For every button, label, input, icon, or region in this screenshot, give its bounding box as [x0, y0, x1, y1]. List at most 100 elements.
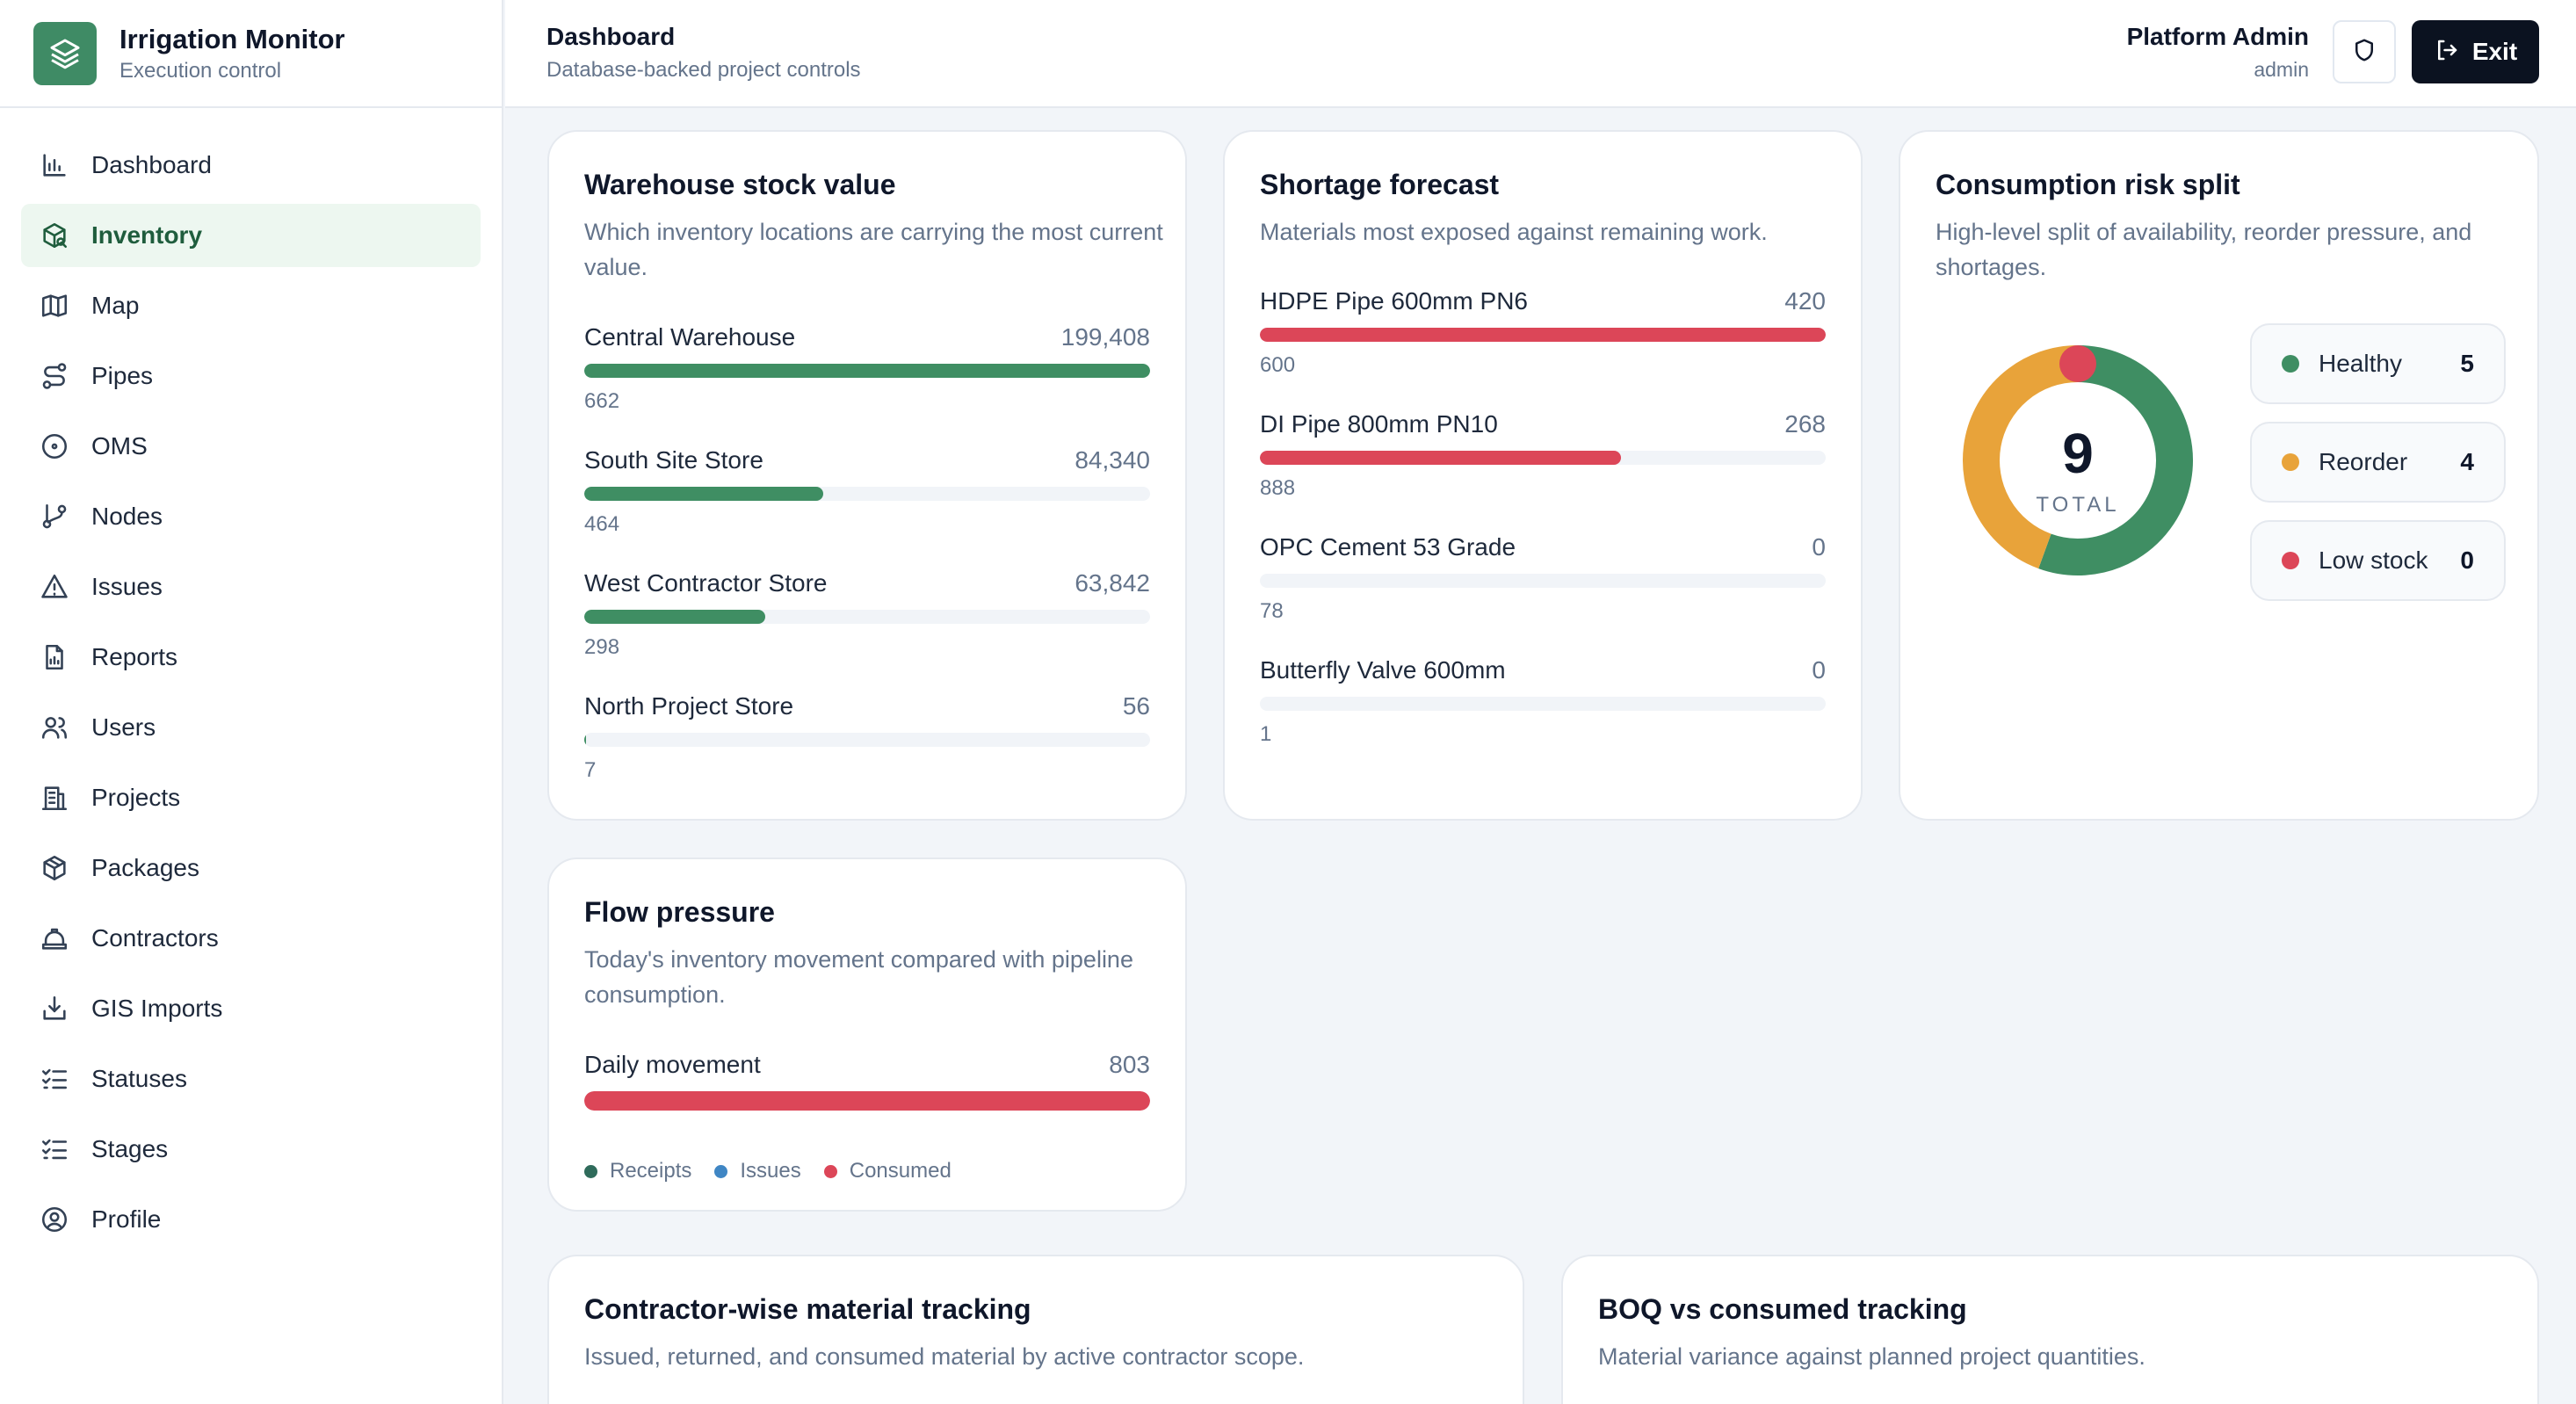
sidebar-item-label: Statuses [91, 1065, 187, 1092]
risk-donut-chart: 9 TOTAL [1963, 345, 2193, 575]
row-value: 199,408 [1060, 323, 1150, 351]
progress-fill [1260, 328, 1826, 342]
sidebar-item-profile[interactable]: Profile [21, 1188, 481, 1251]
card-title: Flow pressure [584, 896, 775, 928]
page-title: Dashboard [546, 23, 676, 50]
user-info: Platform Admin admin [2127, 23, 2309, 82]
legend-dot [2282, 552, 2299, 569]
sidebar-item-label: Inventory [91, 221, 203, 249]
sidebar-item-dashboard[interactable]: Dashboard [21, 134, 481, 197]
sidebar-item-label: Dashboard [91, 151, 212, 178]
progress-fill [1260, 451, 1621, 465]
user-role: admin [2254, 58, 2309, 81]
sidebar-item-contractors[interactable]: Contractors [21, 907, 481, 970]
card-description: Which inventory locations are carrying t… [584, 219, 1163, 280]
sidebar: Irrigation Monitor Execution control Das… [0, 0, 503, 1404]
sidebar-item-inventory[interactable]: Inventory [21, 204, 481, 267]
layers-icon [33, 21, 97, 85]
sidebar-item-projects[interactable]: Projects [21, 766, 481, 829]
sidebar-item-label: Nodes [91, 503, 163, 530]
donut-marker-low-stock [2059, 345, 2096, 382]
sidebar-item-label: OMS [91, 432, 148, 460]
legend-dot [584, 1164, 597, 1178]
git-branch-icon [39, 501, 70, 532]
card-description: High-level split of availability, reorde… [1936, 219, 2472, 280]
flow-pressure-card: Flow pressure Today's inventory movement… [547, 858, 1187, 1212]
legend-name: Reorder [2319, 448, 2408, 475]
brand-title: Irrigation Monitor [119, 23, 345, 54]
flow-legend: Receipts Issues Consumed [584, 1159, 974, 1183]
warehouse-stock-card: Warehouse stock value Which inventory lo… [547, 130, 1187, 821]
flow-progress-track [584, 1091, 1150, 1111]
user-circle-icon [39, 1204, 70, 1235]
sidebar-item-map[interactable]: Map [21, 274, 481, 337]
top-header: Dashboard Database-backed project contro… [505, 0, 2576, 108]
users-icon [39, 712, 70, 743]
sidebar-item-label: GIS Imports [91, 995, 223, 1022]
legend-count: 0 [2460, 546, 2474, 574]
progress-fill [584, 610, 766, 624]
sidebar-item-statuses[interactable]: Statuses [21, 1047, 481, 1111]
card-description: Material variance against planned projec… [1598, 1343, 2145, 1370]
sidebar-item-stages[interactable]: Stages [21, 1118, 481, 1181]
exit-button[interactable]: Exit [2412, 20, 2539, 83]
sidebar-item-reports[interactable]: Reports [21, 626, 481, 689]
box-icon [39, 852, 70, 884]
logout-icon [2434, 37, 2460, 68]
card-title: Contractor-wise material tracking [584, 1293, 1031, 1325]
card-title: Warehouse stock value [584, 169, 896, 200]
row-label: North Project Store [584, 692, 794, 720]
card-description: Today's inventory movement compared with… [584, 946, 1133, 1008]
legend-label: Consumed [849, 1159, 952, 1183]
sidebar-nav: Dashboard Inventory Map Pipes OMS Nodes Issues… [0, 108, 502, 1251]
target-icon [39, 431, 70, 462]
progress-fill [584, 364, 1150, 378]
sidebar-item-nodes[interactable]: Nodes [21, 485, 481, 548]
legend-label: Receipts [610, 1159, 692, 1183]
progress-track [584, 733, 1150, 747]
progress-fill [584, 487, 824, 501]
legend-count: 4 [2460, 448, 2474, 475]
row-value: 0 [1812, 533, 1826, 561]
sidebar-item-label: Map [91, 292, 140, 319]
card-title: Shortage forecast [1260, 169, 1500, 200]
sidebar-item-pipes[interactable]: Pipes [21, 344, 481, 408]
row-sub-value: 464 [584, 512, 620, 536]
card-title: Consumption risk split [1936, 169, 2240, 200]
legend-dot [714, 1164, 728, 1178]
flow-legend-receipts: Receipts [584, 1159, 691, 1183]
import-icon [39, 993, 70, 1024]
sidebar-item-label: Contractors [91, 924, 219, 952]
donut-segment-reorder [1963, 345, 2079, 569]
card-title: BOQ vs consumed tracking [1598, 1293, 1967, 1325]
legend-name: Low stock [2319, 546, 2428, 574]
row-value: 0 [1812, 656, 1826, 684]
donut-total-label: TOTAL [2036, 493, 2119, 517]
security-button[interactable] [2333, 20, 2396, 83]
card-description: Materials most exposed against remaining… [1260, 219, 1768, 245]
row-label: OPC Cement 53 Grade [1260, 533, 1516, 561]
legend-label: Issues [740, 1159, 801, 1183]
route-icon [39, 360, 70, 392]
risk-legend-healthy: Healthy 5 [2250, 323, 2506, 404]
page-subtitle: Database-backed project controls [546, 58, 861, 82]
sidebar-item-gis-imports[interactable]: GIS Imports [21, 977, 481, 1040]
progress-track [584, 610, 1150, 624]
sidebar-item-packages[interactable]: Packages [21, 836, 481, 900]
row-label: Butterfly Valve 600mm [1260, 656, 1506, 684]
row-value: 63,842 [1075, 569, 1150, 597]
donut-segment-healthy [2038, 345, 2193, 575]
risk-legend-reorder: Reorder 4 [2250, 422, 2506, 503]
progress-track [584, 487, 1150, 501]
row-label: HDPE Pipe 600mm PN6 [1260, 287, 1529, 315]
consumption-risk-card: Consumption risk split High-level split … [1899, 130, 2539, 821]
sidebar-item-users[interactable]: Users [21, 696, 481, 759]
progress-track [1260, 451, 1826, 465]
sidebar-item-issues[interactable]: Issues [21, 555, 481, 619]
sidebar-item-label: Issues [91, 573, 163, 600]
flow-legend-issues: Issues [714, 1159, 801, 1183]
sidebar-item-oms[interactable]: OMS [21, 415, 481, 478]
flow-row-label: Daily movement [584, 1051, 761, 1078]
row-value: 84,340 [1075, 446, 1150, 474]
sidebar-item-label: Pipes [91, 362, 154, 389]
